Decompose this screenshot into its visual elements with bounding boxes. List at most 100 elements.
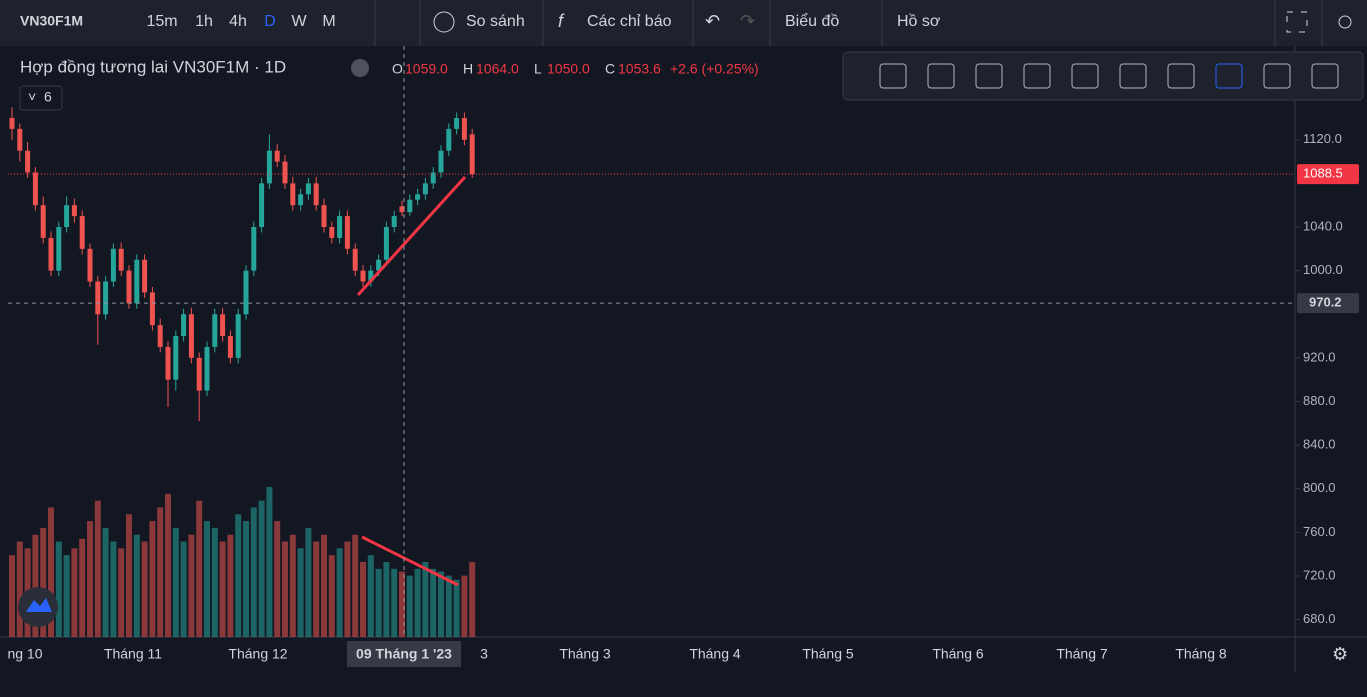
candle-body <box>469 134 475 175</box>
candle-body <box>352 248 358 271</box>
profile-menu[interactable]: Hồ sơ <box>897 13 941 30</box>
candle-body <box>196 357 202 391</box>
volume-bar <box>375 568 382 637</box>
y-tick-label: 1120.0 <box>1303 131 1342 146</box>
tool-button[interactable] <box>1119 63 1147 89</box>
volume-bar <box>367 555 374 637</box>
candle-body <box>313 183 319 206</box>
volume-bar <box>328 555 335 637</box>
y-tick-label: 680.0 <box>1303 611 1336 626</box>
volume-bar <box>235 514 242 637</box>
symbol[interactable]: VN30F1M <box>20 13 83 29</box>
candle-body <box>391 216 397 228</box>
tool-button[interactable] <box>1023 63 1051 89</box>
tool-button[interactable] <box>1167 63 1195 89</box>
volume-bar <box>469 562 476 637</box>
candle-body <box>25 150 31 173</box>
interval-button[interactable]: M <box>322 13 335 30</box>
candle-body <box>56 227 62 271</box>
volume-bar <box>406 575 413 637</box>
volume-bar <box>165 493 171 637</box>
volume-bar <box>204 521 210 637</box>
tool-button[interactable] <box>927 63 955 89</box>
ohlc-value: 1053.6 <box>618 61 661 77</box>
x-axis-label: ng 10 <box>7 646 42 662</box>
candle-body <box>142 259 148 293</box>
candle-body <box>188 314 194 358</box>
candle-body <box>40 205 46 238</box>
candle-body <box>290 183 296 206</box>
interval-button[interactable]: 4h <box>229 13 247 30</box>
candle-body <box>9 117 15 129</box>
volume-bar <box>274 521 281 637</box>
drawing-toolbar <box>842 51 1364 101</box>
volume-bar <box>266 487 273 637</box>
candle-body <box>376 259 382 271</box>
compare-icon <box>433 11 455 33</box>
candle-body <box>165 346 171 380</box>
volume-bar <box>196 500 203 637</box>
ohlc-value: 1064.0 <box>476 61 519 77</box>
candle-body <box>79 216 85 249</box>
indicator-toggle[interactable] <box>19 85 63 111</box>
ohlc-change: +2.6 (+0.25%) <box>670 61 759 77</box>
tool-button[interactable] <box>1263 63 1291 89</box>
volume-bar <box>141 541 148 637</box>
volume-bar <box>32 534 39 637</box>
y-tick-label: 840.0 <box>1303 437 1336 452</box>
fullscreen[interactable] <box>1286 11 1308 33</box>
indicators-button[interactable]: Các chỉ báo <box>587 13 672 30</box>
y-tick-label: 800.0 <box>1303 480 1336 495</box>
candle-body <box>48 237 54 271</box>
crosshair-price-box <box>1297 293 1359 314</box>
intervals: 15m 1h 4h D W M <box>146 13 335 30</box>
volume-bar <box>94 500 101 637</box>
tool-button[interactable] <box>879 63 907 89</box>
volume-bar <box>118 548 125 637</box>
interval-button[interactable]: D <box>264 13 276 30</box>
volume-bar <box>399 571 405 637</box>
candle-body <box>407 199 413 213</box>
interval-button[interactable]: W <box>291 13 307 30</box>
volume-bar <box>383 562 390 637</box>
candle-body <box>368 270 374 282</box>
x-axis-label: Tháng 4 <box>689 646 741 662</box>
volume-bar <box>126 514 132 637</box>
settings[interactable]: ⚙ <box>1332 644 1348 664</box>
candle-body <box>149 292 155 326</box>
volume-bar <box>445 575 452 637</box>
volume-bar <box>258 500 265 637</box>
interval-button[interactable]: 1h <box>195 13 213 30</box>
tool-button[interactable] <box>1215 63 1243 89</box>
candle-body <box>415 194 421 200</box>
volume-bar <box>344 541 351 637</box>
candle-body <box>282 161 288 184</box>
candle-body <box>298 194 304 206</box>
volume-bar <box>352 534 359 637</box>
undo[interactable]: ↶ <box>705 11 720 31</box>
tool-button[interactable] <box>1071 63 1099 89</box>
share[interactable] <box>1338 15 1352 29</box>
candle-body <box>181 314 187 337</box>
candle-body <box>220 314 226 337</box>
volume-bar <box>336 548 343 637</box>
volume-bar <box>305 527 312 637</box>
legend-toggle[interactable] <box>351 59 369 77</box>
chart-menu[interactable]: Biểu đồ <box>785 12 839 30</box>
x-axis-label: Tháng 5 <box>802 646 854 662</box>
volume-bar <box>422 562 429 637</box>
interval-button[interactable]: 15m <box>146 13 177 30</box>
candle-body <box>227 336 233 358</box>
redo[interactable]: ↷ <box>740 11 755 31</box>
logo-mark <box>26 598 52 612</box>
ohlc: O 1059.0 H 1064.0 L 1050.0 C 1053.6 +2.6 (+0.25%… <box>392 61 759 77</box>
x-axis-label: Tháng 12 <box>228 646 287 662</box>
tool-button[interactable] <box>975 63 1003 89</box>
ohlc-value: 1050.0 <box>547 61 590 77</box>
ohlc-key: C <box>605 61 615 77</box>
candle-body <box>110 248 116 282</box>
volume-bar <box>461 575 468 637</box>
compare-button[interactable]: So sánh <box>466 13 525 30</box>
candle-body <box>17 128 23 151</box>
tool-button[interactable] <box>1311 63 1339 89</box>
